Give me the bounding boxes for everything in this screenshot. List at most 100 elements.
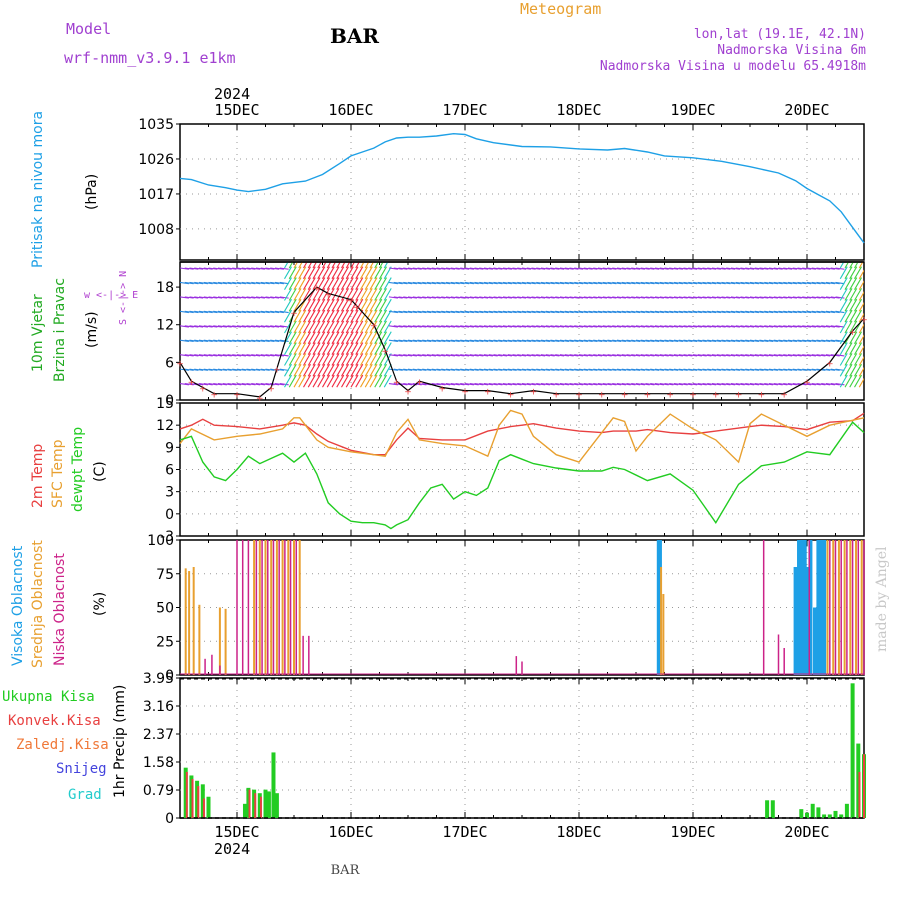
wind-barb xyxy=(407,267,417,270)
wind-barb xyxy=(412,339,422,343)
wind-gust-marker: + xyxy=(860,315,868,325)
wind-barb xyxy=(839,374,848,388)
wind-barb xyxy=(754,383,764,386)
wind-gust-marker: + xyxy=(666,391,674,401)
wind-barb xyxy=(645,310,655,314)
wind-barb xyxy=(517,368,527,371)
wind-barb xyxy=(298,342,307,355)
wind-barb xyxy=(345,374,354,388)
wind-barb xyxy=(417,354,427,357)
bottom-day-labels: 15DEC 16DEC 17DEC 18DEC 19DEC 20DEC xyxy=(214,823,829,841)
wind-barb xyxy=(312,320,321,334)
precip-bar xyxy=(839,814,844,818)
wind-barb xyxy=(650,296,660,299)
wind-barb xyxy=(616,310,626,314)
wind-barb xyxy=(635,383,645,386)
wind-barb xyxy=(597,325,607,328)
wind-barb xyxy=(307,262,313,269)
wind-barb xyxy=(626,310,636,314)
wind-barb xyxy=(844,320,853,334)
wind-barb xyxy=(607,325,617,328)
wind-barb xyxy=(369,374,378,388)
wind-barb xyxy=(260,383,270,386)
wind-gust-marker: + xyxy=(780,391,788,401)
wind-barb xyxy=(749,310,759,314)
wind-barb xyxy=(388,383,398,386)
wind-barb xyxy=(559,281,569,285)
wind-side-label: 10m Vjetar Brzina i Pravac (m/s) w <-|->… xyxy=(30,271,138,382)
wind-barb xyxy=(621,368,631,371)
wind-barb xyxy=(597,339,607,343)
wind-barb xyxy=(246,368,256,371)
wind-barb xyxy=(251,383,261,386)
wind-barb xyxy=(593,281,603,285)
wind-barb xyxy=(830,296,840,299)
precip-legend-frz: Zaledj.Kisa xyxy=(16,737,109,753)
wind-barb xyxy=(364,262,370,269)
wind-barb xyxy=(374,288,383,301)
wind-barb xyxy=(441,325,451,328)
wind-barb xyxy=(564,267,574,270)
wind-barb xyxy=(293,298,302,312)
wind-gust-marker: + xyxy=(188,378,196,388)
wind-barb xyxy=(664,368,674,371)
wind-barb xyxy=(768,354,778,357)
wind-barb xyxy=(364,331,373,345)
y-tick-label: 2.37 xyxy=(143,727,174,743)
wind-barb xyxy=(213,325,223,328)
wind-barb xyxy=(251,325,261,328)
wind-barb xyxy=(355,374,364,388)
wind-barb xyxy=(198,267,208,270)
wind-barb xyxy=(597,383,607,386)
wind-barb xyxy=(298,288,307,301)
wind-barb xyxy=(241,383,251,386)
wind-barb xyxy=(640,281,650,285)
wind-barb xyxy=(730,383,740,386)
wind-barb xyxy=(858,356,864,366)
wind-barb xyxy=(583,325,593,328)
wind-barb xyxy=(754,296,764,299)
precip-bar xyxy=(246,787,251,818)
wind-barb xyxy=(303,353,311,366)
wind-barb xyxy=(574,281,584,285)
y-tick-label: 12 xyxy=(156,318,174,334)
wind-barb xyxy=(631,267,641,270)
wind-barb xyxy=(612,383,622,386)
wind-barb xyxy=(246,354,256,357)
cloud-bar xyxy=(800,540,805,675)
wind-barb xyxy=(830,325,840,328)
wind-barb xyxy=(612,368,622,371)
wind-barb xyxy=(849,298,858,312)
wind-barb xyxy=(726,354,736,357)
wind-barb xyxy=(317,309,326,323)
cloud-bar xyxy=(812,607,817,675)
wind-gust-marker: + xyxy=(256,394,264,404)
wind-barb xyxy=(640,325,650,328)
wind-barb xyxy=(673,368,683,371)
wind-barb xyxy=(839,342,848,355)
wind-gust-marker: + xyxy=(758,391,766,401)
wind-barb xyxy=(768,310,778,314)
wind-barb xyxy=(436,310,446,314)
wind-barb xyxy=(564,325,574,328)
wind-barb xyxy=(607,281,617,285)
wind-gust-marker: + xyxy=(199,384,207,394)
wind-barb xyxy=(787,383,797,386)
precipitation-panel: 3.953.162.371.580.790 xyxy=(143,671,866,827)
wind-barb xyxy=(849,262,854,269)
cloud-bar xyxy=(805,567,809,675)
wind-barb xyxy=(331,331,340,345)
wind-barb xyxy=(569,267,579,270)
wind-barb xyxy=(631,310,641,314)
wind-barb xyxy=(213,267,223,270)
wind-barb xyxy=(659,310,669,314)
wind-barb xyxy=(331,288,340,301)
wind-barb xyxy=(312,374,321,388)
wind-barb xyxy=(317,320,326,334)
wind-barb xyxy=(474,267,484,270)
wind-barb xyxy=(274,310,284,314)
wind-barb xyxy=(441,383,451,386)
wind-barb xyxy=(464,383,474,386)
wind-barb xyxy=(194,267,204,270)
wind-barb xyxy=(721,325,731,328)
